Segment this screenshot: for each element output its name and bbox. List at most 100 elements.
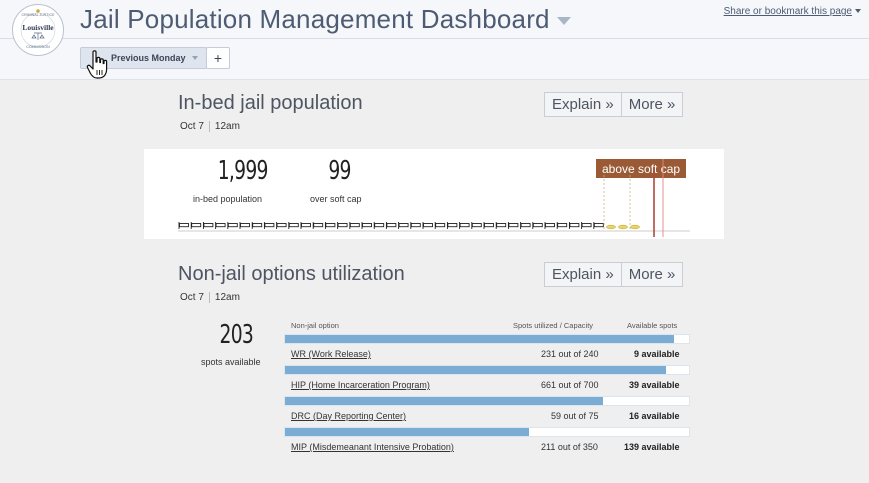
bed-unit [325, 223, 336, 228]
population-value: 1,999 [217, 156, 269, 186]
option-link-hip[interactable]: HIP (Home Incarceration Program) [291, 380, 430, 390]
over-cap-value: 99 [328, 156, 351, 186]
option-link-mip[interactable]: MIP (Misdemeanant Intensive Probation) [291, 442, 454, 452]
bed-unit [191, 223, 202, 228]
bed-unit [349, 223, 360, 228]
over-cap-unit [630, 224, 640, 230]
bed-unit [520, 223, 531, 228]
non-jail-more-button[interactable]: More » [621, 262, 684, 287]
chevron-down-icon[interactable] [556, 17, 571, 25]
col-utilized-header: Spots utilized / Capacity [513, 321, 594, 330]
in-bed-time: 12am [214, 121, 240, 132]
bed-unit [179, 223, 189, 228]
option-bar-wr [284, 334, 690, 344]
bed-unit [313, 223, 324, 228]
option-ratio: 231 out of 240 [541, 349, 599, 359]
bed-unit [410, 223, 421, 228]
in-bed-title: In-bed jail population [178, 92, 363, 114]
over-cap-unit [606, 224, 616, 230]
logo-middle-text: Louisville [22, 23, 54, 32]
non-jail-actions: Explain » More » [544, 262, 684, 287]
in-bed-more-button[interactable]: More » [621, 92, 684, 117]
view-tabs-bar: Previous Monday + [0, 39, 869, 80]
non-jail-timestamp: Oct 7 12am [180, 292, 240, 303]
logo-top-text: CRIMINAL JUSTICE [21, 13, 55, 17]
bed-unit [508, 223, 519, 228]
bed-unit [471, 223, 482, 228]
tab-previous-monday-label: Previous Monday [111, 53, 186, 63]
bed-unit [484, 223, 494, 228]
in-bed-actions: Explain » More » [544, 92, 684, 117]
option-available: 16 available [629, 411, 680, 421]
bed-unit [240, 223, 250, 228]
over-cap-label: over soft cap [310, 194, 362, 204]
in-bed-date: Oct 7 [180, 121, 210, 132]
option-link-wr[interactable]: WR (Work Release) [291, 349, 371, 359]
scales-icon [31, 32, 45, 40]
bed-unit [276, 223, 287, 228]
col-available-header: Available spots [627, 321, 678, 330]
bed-unit [459, 223, 470, 228]
tab-previous-monday[interactable]: Previous Monday [80, 47, 207, 69]
bed-unit [386, 223, 397, 228]
option-bar-fill [285, 397, 603, 405]
in-bed-explain-button[interactable]: Explain » [544, 92, 622, 117]
bed-unit [569, 223, 580, 228]
option-bar-mip [284, 427, 690, 437]
bed-unit [215, 223, 226, 228]
above-soft-cap-badge: above soft cap [596, 159, 687, 178]
non-jail-explain-button[interactable]: Explain » [544, 262, 622, 287]
over-cap-unit [618, 224, 628, 230]
hand-pointer-icon [86, 50, 108, 79]
bed-unit [252, 223, 263, 228]
population-label: in-bed population [193, 194, 263, 204]
caret-down-icon [855, 9, 861, 14]
non-jail-time: 12am [214, 292, 240, 303]
bed-unit [447, 223, 458, 228]
bed-unit [532, 223, 543, 228]
share-bookmark-link[interactable]: Share or bookmark this page [724, 6, 861, 17]
non-jail-date: Oct 7 [180, 292, 210, 303]
bed-unit [301, 223, 311, 228]
header: Jail Population Management Dashboard Sha… [0, 0, 869, 39]
bed-unit [264, 223, 275, 228]
dashboard-title: Jail Population Management Dashboard [80, 3, 550, 34]
add-view-button[interactable]: + [206, 47, 230, 69]
option-available: 9 available [634, 349, 680, 359]
option-available: 139 available [624, 442, 680, 452]
bed-unit [203, 223, 214, 228]
bed-unit [423, 223, 433, 228]
bed-unit [362, 223, 372, 228]
dashboard-title-menu[interactable]: Jail Population Management Dashboard [80, 2, 571, 36]
bed-unit [496, 223, 507, 228]
bed-unit [374, 223, 385, 228]
option-ratio: 211 out of 350 [541, 442, 598, 452]
share-bookmark-label: Share or bookmark this page [723, 6, 852, 17]
bed-unit [227, 223, 238, 228]
option-bar-hip [284, 365, 690, 375]
bed-unit [557, 223, 568, 228]
option-available: 39 available [629, 380, 680, 390]
option-link-drc[interactable]: DRC (Day Reporting Center) [291, 411, 407, 421]
in-bed-panel: 1,999 in-bed population 99 over soft cap… [144, 149, 724, 239]
spots-available-value: 203 [219, 320, 254, 350]
commission-logo: CRIMINAL JUSTICE Louisville COMMISSION [12, 4, 64, 56]
option-bar-fill [285, 335, 674, 343]
option-ratio: 661 out of 700 [541, 380, 599, 390]
logo-bottom-text: COMMISSION [26, 45, 50, 49]
bed-capacity-track [178, 159, 690, 237]
option-bar-fill [285, 366, 667, 374]
bed-unit [288, 223, 299, 228]
logo-sun-icon [36, 9, 40, 13]
option-bar-fill [285, 428, 529, 436]
bed-unit [435, 223, 446, 228]
option-ratio: 59 out of 75 [551, 411, 599, 421]
non-jail-title: Non-jail options utilization [178, 263, 405, 285]
spots-available-label: spots available [201, 357, 261, 367]
col-option-header: Non-jail option [291, 321, 339, 330]
bed-unit [581, 223, 592, 228]
option-bar-drc [284, 396, 690, 406]
bed-unit [337, 223, 348, 228]
bed-unit [593, 223, 604, 228]
chevron-down-icon[interactable] [191, 56, 198, 60]
